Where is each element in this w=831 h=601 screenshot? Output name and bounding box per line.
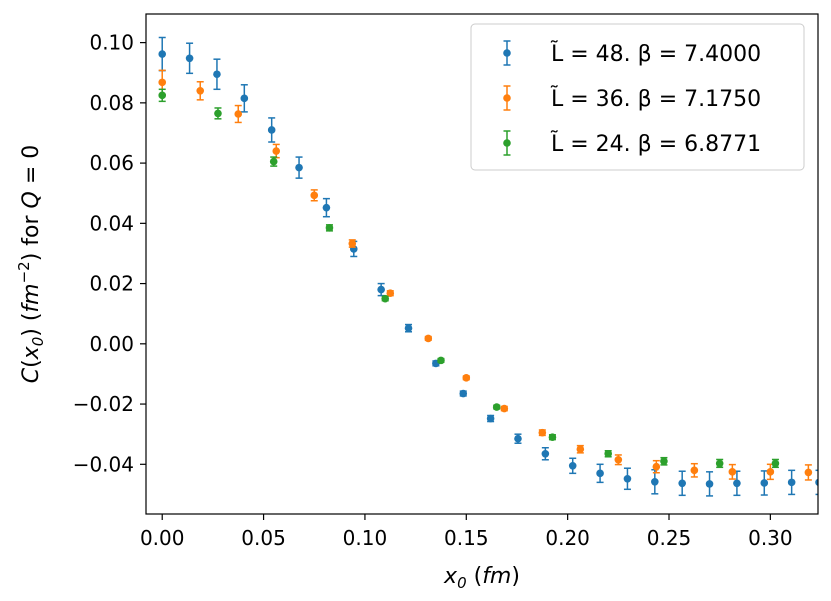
x-tick-label: 0.10 bbox=[343, 526, 388, 550]
data-point bbox=[158, 78, 167, 87]
y-tick-label: 0.02 bbox=[89, 272, 134, 296]
y-axis: −0.04 −0.02 0.00 0.02 0.04 0.06 0.08 0.10 bbox=[73, 31, 146, 476]
y-tick-label: −0.04 bbox=[73, 452, 134, 476]
data-point bbox=[269, 157, 278, 166]
data-point bbox=[437, 356, 445, 365]
legend-label: L̃ = 36. β = 7.1750 bbox=[550, 86, 761, 112]
data-point bbox=[386, 289, 395, 298]
data-point bbox=[325, 224, 334, 232]
data-point bbox=[267, 126, 276, 134]
plot-area bbox=[158, 36, 818, 497]
data-point bbox=[652, 462, 661, 471]
y-tick-label: 0.06 bbox=[89, 151, 134, 175]
x-tick-label: 0.25 bbox=[647, 526, 692, 550]
legend-item: L̃ = 48. β = 7.4000 bbox=[503, 40, 761, 67]
legend: L̃ = 48. β = 7.4000 L̃ = 36. β = 7.1750 L̃… bbox=[470, 23, 805, 171]
legend-label: L̃ = 24. β = 6.8771 bbox=[550, 131, 761, 157]
data-point bbox=[766, 468, 775, 476]
y-axis-label: C(x0) (fm−2) for Q = 0 bbox=[15, 145, 47, 384]
data-point bbox=[651, 477, 659, 486]
data-point bbox=[196, 87, 205, 95]
data-point bbox=[690, 466, 699, 475]
data-point bbox=[568, 462, 577, 470]
x-tick-label: 0.15 bbox=[444, 526, 489, 550]
data-point bbox=[234, 110, 243, 118]
data-point bbox=[614, 455, 623, 464]
data-point bbox=[760, 479, 769, 487]
data-point bbox=[185, 54, 194, 63]
data-point bbox=[348, 239, 357, 248]
data-point bbox=[272, 147, 281, 155]
data-point bbox=[500, 404, 509, 413]
data-point bbox=[787, 478, 796, 487]
data-point bbox=[486, 414, 495, 423]
data-point bbox=[514, 434, 522, 443]
legend-marker bbox=[503, 94, 511, 102]
data-point bbox=[804, 468, 813, 477]
data-point bbox=[424, 334, 433, 343]
legend-item: L̃ = 24. β = 6.8771 bbox=[503, 130, 761, 157]
y-tick-label: 0.08 bbox=[89, 91, 134, 115]
data-point bbox=[623, 474, 632, 483]
data-point bbox=[815, 478, 818, 487]
data-point bbox=[381, 294, 390, 303]
data-point bbox=[462, 374, 471, 382]
data-point bbox=[404, 324, 413, 332]
data-point bbox=[576, 445, 585, 454]
y-tick-label: 0.00 bbox=[89, 332, 134, 356]
data-point bbox=[377, 285, 385, 294]
plot-frame bbox=[145, 13, 819, 515]
x-tick-label: 0.05 bbox=[241, 526, 286, 550]
legend-marker bbox=[503, 139, 511, 147]
data-point bbox=[492, 403, 501, 411]
data-point bbox=[213, 70, 221, 79]
data-point bbox=[548, 433, 557, 441]
x-tick-label: 0.30 bbox=[748, 526, 793, 550]
data-point bbox=[771, 459, 780, 468]
series-3 bbox=[158, 88, 780, 469]
data-point bbox=[538, 428, 547, 437]
legend-item: L̃ = 36. β = 7.1750 bbox=[503, 85, 761, 112]
data-point bbox=[158, 91, 167, 100]
x-axis-label: x0 (fm) bbox=[443, 564, 520, 592]
y-tick-label: −0.02 bbox=[73, 392, 134, 416]
data-point bbox=[214, 109, 222, 118]
data-point bbox=[322, 203, 331, 212]
data-point bbox=[295, 163, 303, 172]
legend-marker bbox=[503, 49, 511, 57]
data-point bbox=[541, 449, 550, 458]
y-tick-label: 0.04 bbox=[89, 211, 134, 235]
series-2 bbox=[158, 69, 813, 481]
data-point bbox=[705, 480, 714, 488]
data-point bbox=[604, 449, 612, 458]
x-tick-label: 0.00 bbox=[140, 526, 185, 550]
legend-label: L̃ = 48. β = 7.4000 bbox=[550, 41, 761, 67]
data-point bbox=[310, 191, 319, 200]
data-point bbox=[660, 457, 668, 466]
data-point bbox=[459, 389, 468, 398]
series-1 bbox=[158, 36, 818, 497]
data-point bbox=[240, 94, 249, 103]
data-point bbox=[596, 469, 604, 478]
data-point bbox=[728, 468, 737, 476]
x-axis: 0.00 0.05 0.10 0.15 0.20 0.25 0.30 bbox=[140, 514, 793, 550]
data-point bbox=[715, 459, 724, 468]
legend-box bbox=[470, 23, 805, 171]
data-point bbox=[678, 479, 686, 488]
data-point bbox=[733, 479, 741, 488]
x-tick-label: 0.20 bbox=[545, 526, 590, 550]
y-tick-label: 0.10 bbox=[89, 31, 134, 55]
data-point bbox=[158, 50, 167, 58]
